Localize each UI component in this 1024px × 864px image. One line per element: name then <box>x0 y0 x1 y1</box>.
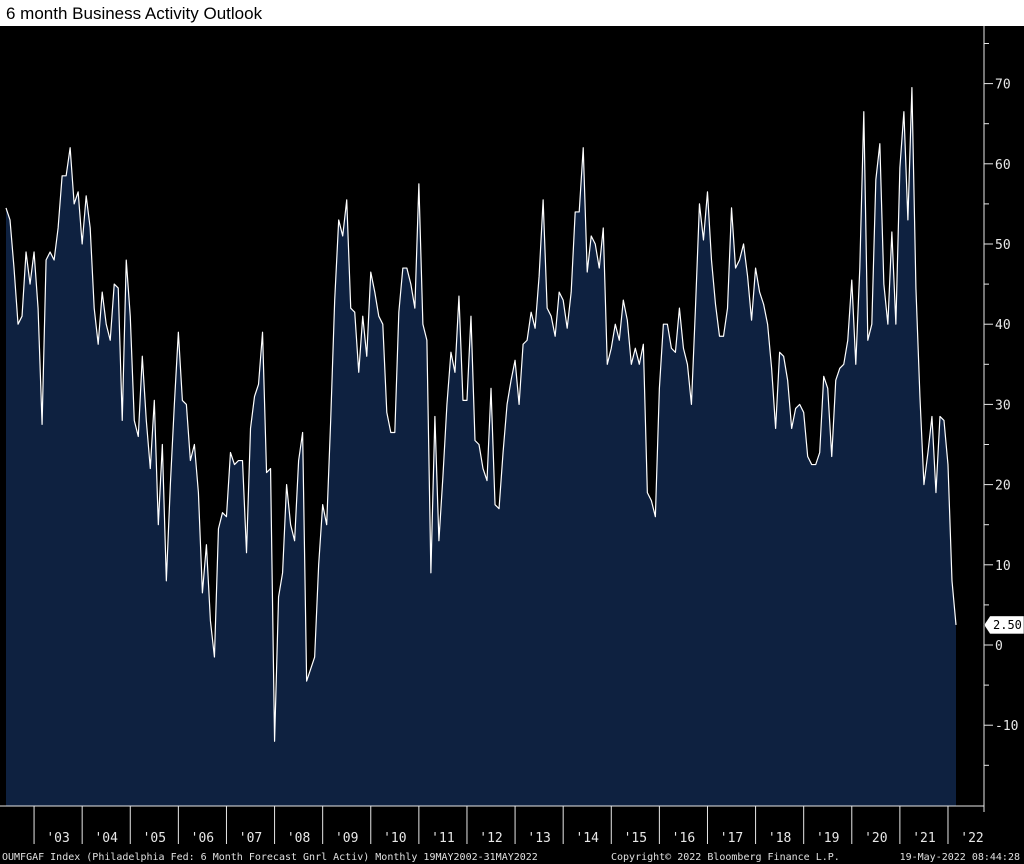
last-value-marker <box>983 615 1024 635</box>
series-line <box>5 87 957 742</box>
y-tick-label: 20 <box>995 479 1011 494</box>
footer-source: OUMFGAF Index (Philadelphia Fed: 6 Month… <box>2 852 538 863</box>
x-tick-label: '10 <box>383 831 406 846</box>
x-tick-label: '08 <box>287 831 310 846</box>
footer-timestamp: 19-May-2022 08:44:28 <box>900 852 1020 863</box>
y-tick-label: 0 <box>995 639 1003 654</box>
y-tick-label: 10 <box>995 559 1011 574</box>
x-tick-label: '09 <box>335 831 358 846</box>
footer-copyright: Copyright© 2022 Bloomberg Finance L.P. <box>611 852 840 863</box>
x-tick-label: '17 <box>720 831 743 846</box>
x-tick-label: '18 <box>768 831 791 846</box>
x-tick-label: '11 <box>431 831 454 846</box>
x-tick-label: '19 <box>816 831 839 846</box>
x-tick-label: '13 <box>527 831 550 846</box>
series-area <box>6 87 956 807</box>
plot-area <box>5 87 957 807</box>
x-tick-label: '22 <box>960 831 983 846</box>
y-tick-label: 70 <box>995 78 1011 93</box>
x-tick-label: '05 <box>143 831 166 846</box>
x-tick-label: '12 <box>479 831 502 846</box>
x-tick-label: '03 <box>46 831 69 846</box>
footer: OUMFGAF Index (Philadelphia Fed: 6 Month… <box>2 852 1020 863</box>
x-tick-label: '06 <box>191 831 214 846</box>
y-tick-label: 50 <box>995 238 1011 253</box>
x-tick-label: '16 <box>672 831 695 846</box>
last-value-label: 2.50 <box>993 618 1022 632</box>
x-tick-label: '15 <box>624 831 647 846</box>
chart-title: 6 month Business Activity Outlook <box>6 4 263 23</box>
y-tick-label: 60 <box>995 158 1011 173</box>
x-tick-label: '07 <box>239 831 262 846</box>
y-tick-label: 40 <box>995 318 1011 333</box>
y-tick-label: 30 <box>995 398 1011 413</box>
axes: -10 0 10 20 30 40 50 60 70 '03 '04 '05 '06 '07 '08 '09 '… <box>0 26 1024 846</box>
x-tick-label: '21 <box>912 831 935 846</box>
y-tick-label: -10 <box>995 719 1018 734</box>
x-tick-label: '20 <box>864 831 887 846</box>
x-tick-label: '04 <box>94 831 118 846</box>
x-tick-label: '14 <box>575 831 599 846</box>
